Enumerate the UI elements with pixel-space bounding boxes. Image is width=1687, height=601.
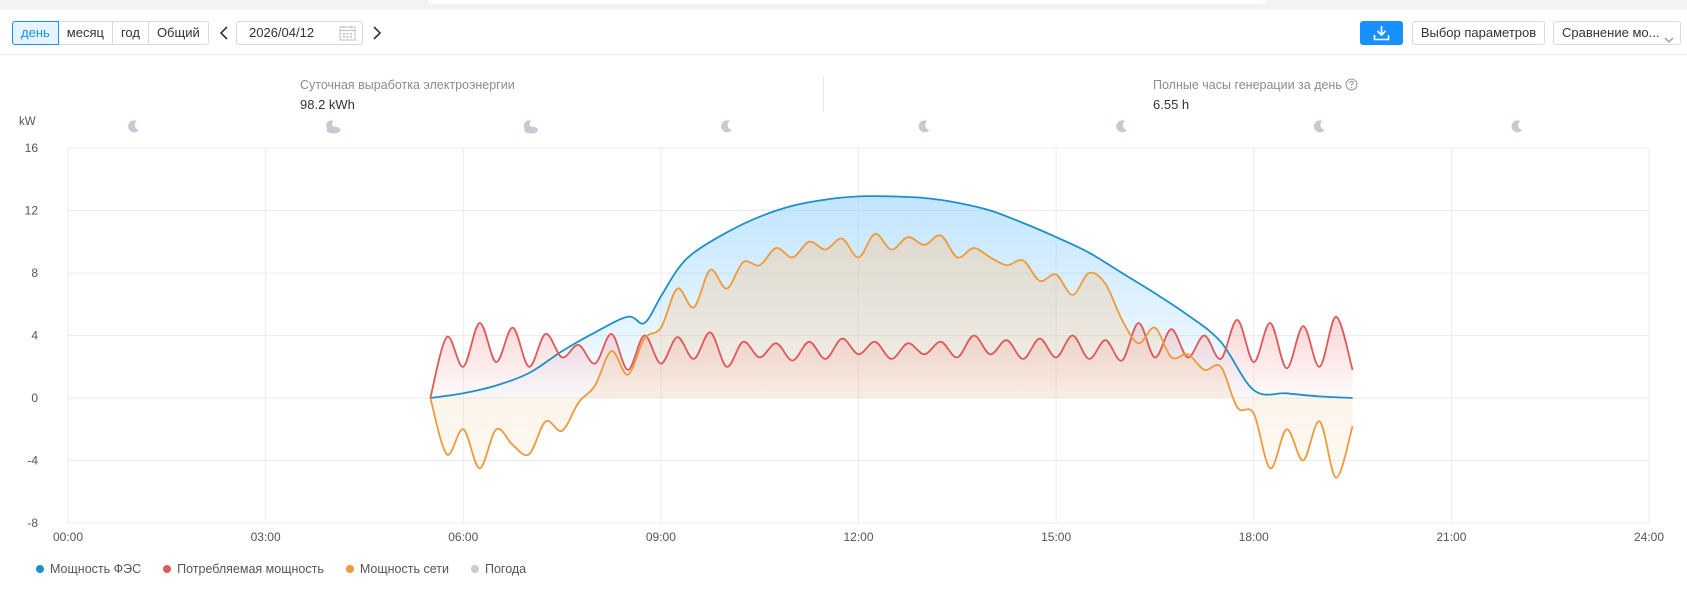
- pv-power-line: [430, 195, 1353, 399]
- top-strip: [0, 0, 1687, 10]
- daily-yield-label: Суточная выработка электроэнергии: [300, 78, 515, 92]
- full-hours-label: Полные часы генерации за день: [1153, 78, 1342, 92]
- next-date-chevron-right-icon[interactable]: [367, 24, 385, 42]
- y-tick-label: 0: [31, 391, 38, 405]
- consumption-power-line: [429, 315, 1354, 399]
- legend-dot: [163, 565, 172, 573]
- legend-label: Мощность ФЭС: [50, 562, 142, 576]
- legend-item[interactable]: Потребляемая мощность: [163, 562, 324, 576]
- help-icon[interactable]: [1345, 78, 1358, 91]
- period-day-button[interactable]: день: [12, 21, 59, 45]
- grid-power-area: [430, 233, 1353, 478]
- x-tick-label: 15:00: [1041, 530, 1071, 544]
- full-hours-label-row: Полные часы генерации за день: [1153, 78, 1358, 92]
- y-axis-label: kW: [19, 116, 36, 128]
- full-hours-value: 6.55 h: [1153, 97, 1190, 112]
- cloudy-moon-icon: [523, 120, 539, 134]
- y-tick-label: 16: [25, 141, 39, 155]
- cloudy-moon-icon: [326, 120, 341, 134]
- legend-item[interactable]: Мощность ФЭС: [36, 562, 141, 576]
- y-tick-label: 12: [25, 204, 39, 218]
- chevron-down-icon: [1664, 29, 1674, 44]
- period-month-button[interactable]: месяц: [57, 21, 113, 45]
- x-tick-label: 00:00: [53, 530, 83, 544]
- y-tick-label: 4: [31, 329, 38, 343]
- prev-date-chevron-left-icon[interactable]: [216, 24, 234, 42]
- legend-item[interactable]: Погода: [470, 562, 527, 576]
- period-total-button[interactable]: Общий: [147, 21, 209, 45]
- y-tick-label: 8: [31, 266, 38, 280]
- daily-yield-stat: Суточная выработка электроэнергии 98.2 k…: [300, 78, 515, 112]
- chart-legend: Мощность ФЭС Потребляемая мощность Мощност…: [36, 562, 548, 576]
- toolbar: день месяц год Общий 2026/04/12 Выбор па…: [0, 10, 1687, 55]
- moon-icon: [721, 120, 732, 133]
- x-tick-label: 12:00: [843, 530, 873, 544]
- x-tick-label: 09:00: [646, 530, 676, 544]
- x-tick-label: 03:00: [251, 530, 281, 544]
- stats-divider: [823, 76, 824, 112]
- legend-dot: [345, 565, 354, 573]
- x-tick-label: 21:00: [1436, 530, 1466, 544]
- legend-label: Мощность сети: [359, 562, 449, 576]
- moon-icon: [1313, 120, 1325, 133]
- date-value: 2026/04/12: [249, 25, 315, 40]
- y-tick-label: -8: [27, 516, 38, 530]
- x-tick-label: 24:00: [1634, 530, 1664, 544]
- legend-label: Потребляемая мощность: [177, 562, 324, 576]
- comparison-select[interactable]: Сравнение мо...: [1553, 21, 1681, 45]
- period-selector: день месяц год Общий: [12, 21, 209, 45]
- moon-icon: [1116, 120, 1127, 133]
- moon-icon: [128, 120, 139, 133]
- date-input[interactable]: 2026/04/12: [236, 21, 363, 45]
- moon-icon: [918, 120, 930, 133]
- select-parameters-button[interactable]: Выбор параметров: [1412, 21, 1545, 45]
- grid-power-line: [429, 233, 1354, 479]
- legend-label: Погода: [484, 562, 527, 576]
- legend-item[interactable]: Мощность сети: [345, 562, 449, 576]
- y-tick-label: -4: [27, 454, 38, 468]
- legend-dot: [470, 565, 479, 573]
- power-chart: kW 16 12 8 4 0 -4 -8 00:00 03:00 06:00 09:00 12:00 15…: [19, 116, 1664, 544]
- x-tick-label: 06:00: [448, 530, 478, 544]
- moon-icon: [1511, 120, 1523, 133]
- x-tick-label: 18:00: [1239, 530, 1269, 544]
- download-button[interactable]: [1360, 21, 1403, 45]
- calendar-icon[interactable]: [339, 25, 356, 48]
- full-hours-stat: Полные часы генерации за день 6.55 h: [1153, 78, 1358, 112]
- daily-yield-value: 98.2 kWh: [300, 97, 355, 112]
- period-year-button[interactable]: год: [111, 21, 149, 45]
- comparison-select-value: Сравнение мо...: [1562, 25, 1660, 40]
- download-icon: [1373, 26, 1390, 41]
- legend-dot: [36, 565, 44, 573]
